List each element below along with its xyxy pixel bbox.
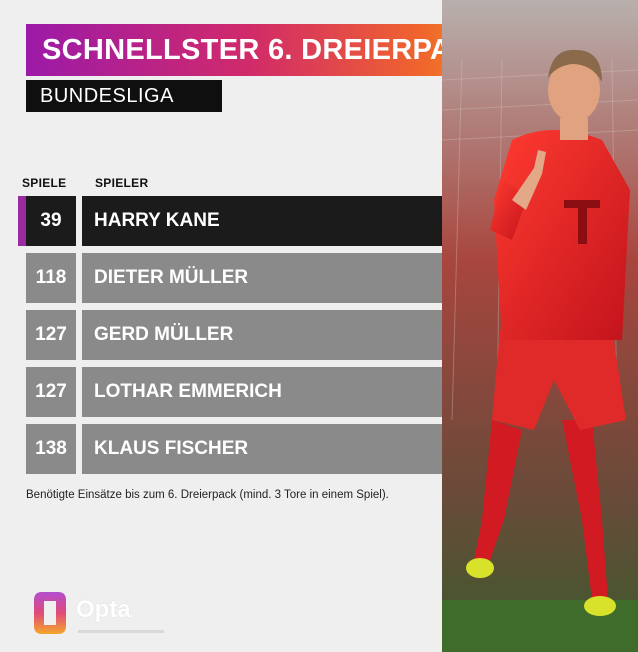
player-cell: LOTHAR EMMERICH bbox=[82, 367, 442, 417]
subtitle: BUNDESLIGA bbox=[40, 84, 174, 107]
games-cell: 39 bbox=[26, 196, 76, 246]
player-cell: KLAUS FISCHER bbox=[82, 424, 442, 474]
title: SCHNELLSTER 6. DREIERPACK bbox=[42, 33, 494, 66]
ranking-row: 127 GERD MÜLLER bbox=[18, 310, 442, 360]
column-header-player: SPIELER bbox=[95, 176, 149, 190]
row-accent bbox=[18, 310, 26, 360]
row-accent bbox=[18, 367, 26, 417]
footnote: Benötigte Einsätze bis zum 6. Dreierpack… bbox=[26, 489, 389, 501]
games-cell: 118 bbox=[26, 253, 76, 303]
opta-logo-icon bbox=[34, 592, 164, 634]
row-accent bbox=[18, 424, 26, 474]
ranking-row: 39 HARRY KANE bbox=[18, 196, 442, 246]
highlight-accent bbox=[18, 196, 26, 246]
ranking-row: 138 KLAUS FISCHER bbox=[18, 424, 442, 474]
player-cell: DIETER MÜLLER bbox=[82, 253, 442, 303]
player-cell: HARRY KANE bbox=[82, 196, 442, 246]
games-cell: 138 bbox=[26, 424, 76, 474]
ranking-row: 127 LOTHAR EMMERICH bbox=[18, 367, 442, 417]
player-cell: GERD MÜLLER bbox=[82, 310, 442, 360]
games-cell: 127 bbox=[26, 367, 76, 417]
column-header-games: SPIELE bbox=[22, 176, 67, 190]
subtitle-banner: BUNDESLIGA bbox=[26, 80, 222, 112]
ranking-row: 118 DIETER MÜLLER bbox=[18, 253, 442, 303]
opta-logo-text: Opta bbox=[76, 596, 131, 623]
player-photo bbox=[442, 0, 638, 652]
title-banner: SCHNELLSTER 6. DREIERPACK bbox=[26, 24, 522, 76]
row-accent bbox=[18, 253, 26, 303]
games-cell: 127 bbox=[26, 310, 76, 360]
